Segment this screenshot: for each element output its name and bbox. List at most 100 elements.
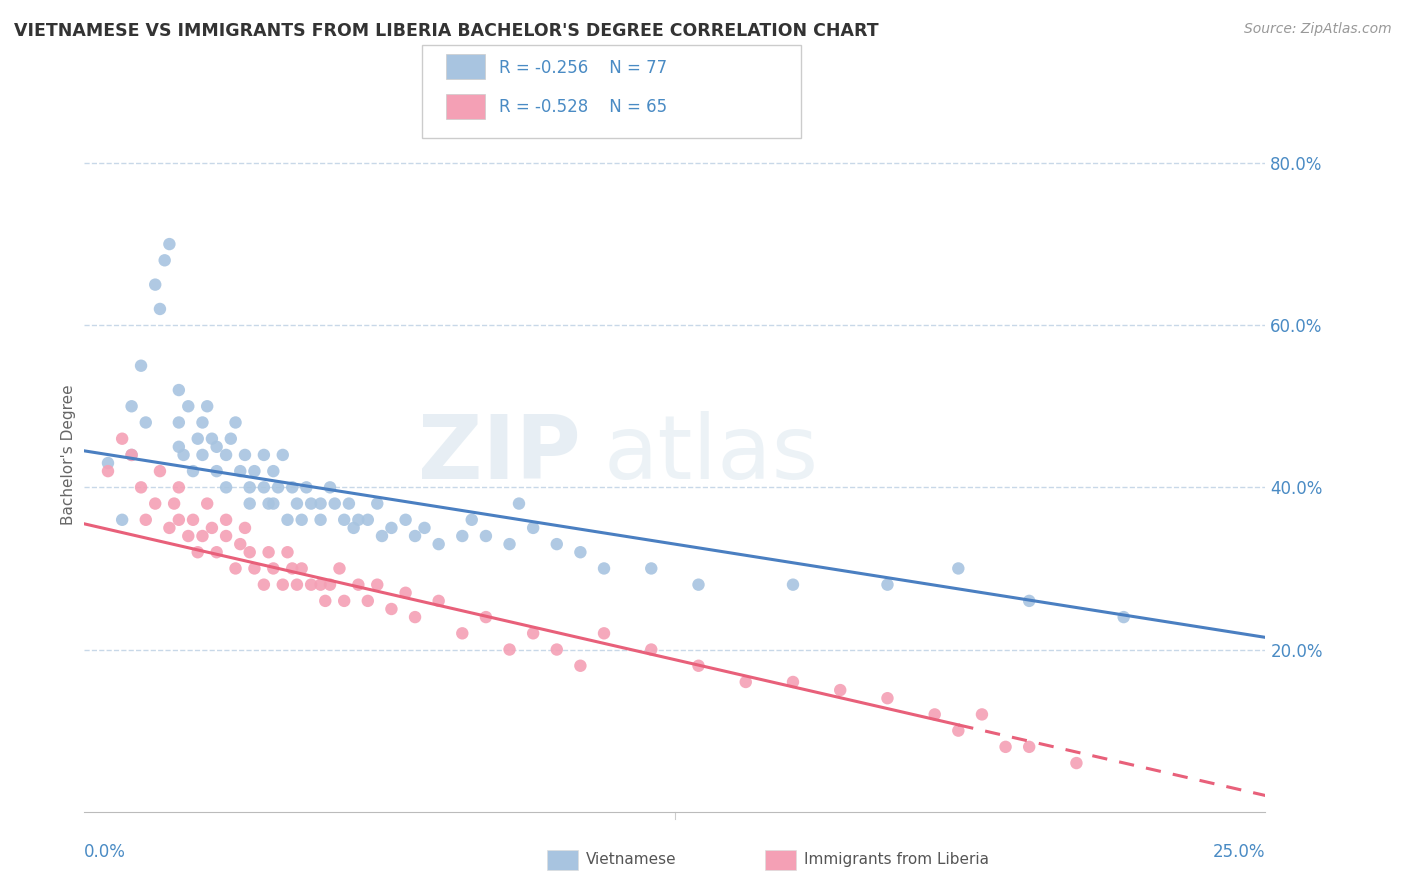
Point [243, 561, 266, 575]
Point [276, 545, 298, 559]
Text: R = -0.528    N = 65: R = -0.528 N = 65 [499, 98, 668, 116]
Point [569, 658, 592, 673]
Point [121, 448, 143, 462]
Point [688, 658, 710, 673]
Point [157, 237, 180, 252]
Point [498, 537, 520, 551]
Point [219, 432, 242, 446]
Point [281, 480, 304, 494]
Point [187, 432, 209, 446]
Point [97, 456, 120, 470]
Point [569, 545, 592, 559]
Point [347, 577, 370, 591]
Point [688, 577, 710, 591]
Point [343, 521, 366, 535]
Point [734, 675, 756, 690]
Point [522, 626, 544, 640]
Point [319, 480, 342, 494]
Point [522, 521, 544, 535]
Point [153, 253, 176, 268]
Point [143, 277, 166, 292]
Text: 0.0%: 0.0% [84, 843, 127, 861]
Point [167, 480, 190, 494]
Point [253, 448, 276, 462]
Point [121, 448, 143, 462]
Point [239, 480, 262, 494]
Point [285, 497, 308, 511]
Text: 25.0%: 25.0% [1213, 843, 1265, 861]
Point [451, 529, 474, 543]
Point [640, 642, 662, 657]
Point [111, 432, 134, 446]
Text: R = -0.256    N = 77: R = -0.256 N = 77 [499, 59, 668, 77]
Point [149, 464, 172, 478]
Point [299, 497, 322, 511]
Point [337, 497, 360, 511]
Point [267, 480, 290, 494]
Point [129, 480, 152, 494]
Point [257, 497, 280, 511]
Point [994, 739, 1017, 754]
Point [111, 513, 134, 527]
Y-axis label: Bachelor's Degree: Bachelor's Degree [60, 384, 76, 525]
Point [181, 513, 204, 527]
Point [243, 464, 266, 478]
Point [262, 561, 284, 575]
Point [461, 513, 484, 527]
Point [163, 497, 186, 511]
Point [876, 691, 898, 706]
Text: Vietnamese: Vietnamese [586, 853, 676, 867]
Point [508, 497, 530, 511]
Point [948, 723, 970, 738]
Point [299, 577, 322, 591]
Point [167, 440, 190, 454]
Point [380, 602, 402, 616]
Point [201, 521, 224, 535]
Point [262, 464, 284, 478]
Point [181, 464, 204, 478]
Point [314, 594, 336, 608]
Point [347, 513, 370, 527]
Point [309, 513, 332, 527]
Point [546, 642, 568, 657]
Point [394, 586, 416, 600]
Point [135, 513, 157, 527]
Point [782, 675, 804, 690]
Point [257, 545, 280, 559]
Point [149, 301, 172, 316]
Point [205, 464, 228, 478]
Point [309, 497, 332, 511]
Point [271, 448, 294, 462]
Point [173, 448, 195, 462]
Point [229, 464, 252, 478]
Text: ZIP: ZIP [418, 411, 581, 499]
Point [593, 561, 616, 575]
Point [195, 497, 218, 511]
Point [253, 480, 276, 494]
Point [309, 577, 332, 591]
Point [404, 610, 426, 624]
Point [253, 577, 276, 591]
Point [281, 561, 304, 575]
Point [640, 561, 662, 575]
Point [394, 513, 416, 527]
Point [427, 537, 450, 551]
Point [205, 440, 228, 454]
Point [319, 577, 342, 591]
Point [167, 416, 190, 430]
Point [195, 399, 218, 413]
Point [451, 626, 474, 640]
Point [167, 383, 190, 397]
Point [262, 497, 284, 511]
Point [291, 513, 314, 527]
Point [215, 448, 238, 462]
Point [97, 464, 120, 478]
Point [215, 529, 238, 543]
Point [830, 683, 852, 698]
Point [291, 561, 314, 575]
Point [371, 529, 394, 543]
Text: atlas: atlas [605, 411, 820, 499]
Point [215, 513, 238, 527]
Point [225, 561, 247, 575]
Text: Source: ZipAtlas.com: Source: ZipAtlas.com [1244, 22, 1392, 37]
